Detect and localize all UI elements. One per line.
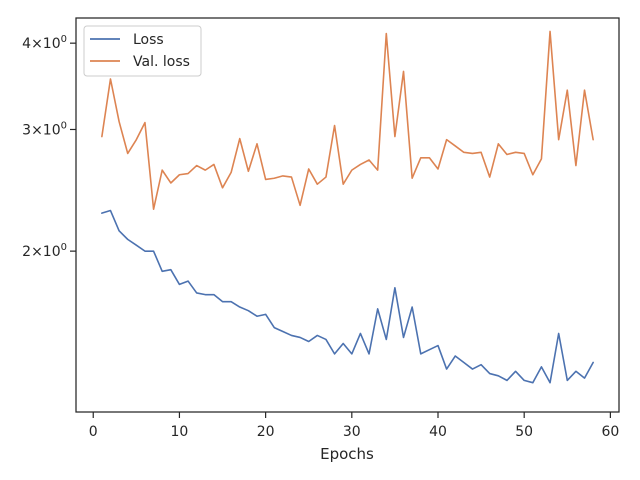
x-tick-label: 40 [429, 424, 447, 440]
legend-label-loss: Loss [133, 32, 164, 48]
y-tick-label: 4×100 [22, 34, 67, 52]
series-line-val-loss [101, 30, 594, 210]
x-axis-label: Epochs [320, 445, 374, 463]
series-layer [101, 30, 594, 384]
x-tick-label: 60 [601, 424, 619, 440]
x-tick-label: 20 [257, 424, 275, 440]
y-tick-label: 2×100 [22, 242, 67, 260]
x-axis: 0 10 20 30 40 50 60 [89, 412, 619, 440]
legend: Loss Val. loss [83, 25, 202, 77]
y-axis: 2×100 3×100 4×100 [22, 34, 76, 260]
x-tick-label: 10 [171, 424, 189, 440]
x-tick-label: 0 [89, 424, 98, 440]
plot-background [76, 18, 619, 412]
y-tick-label: 3×100 [22, 120, 67, 138]
series-line-loss [101, 209, 594, 384]
legend-label-val-loss: Val. loss [133, 54, 190, 70]
plot-frame [75, 17, 620, 413]
x-tick-label: 30 [343, 424, 361, 440]
x-tick-label: 50 [515, 424, 533, 440]
